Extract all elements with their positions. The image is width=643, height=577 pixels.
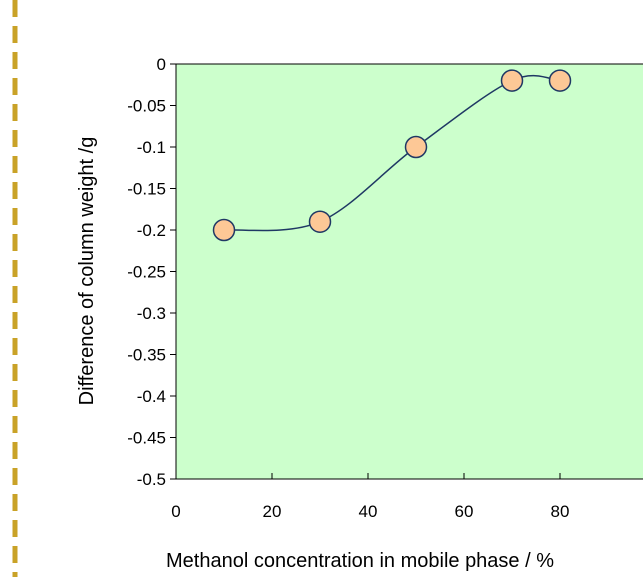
y-tick-label: -0.4 [137,387,166,406]
series-markers [212,69,572,242]
y-tick-label: -0.5 [137,470,166,489]
data-point [548,69,572,92]
y-axis-ticks: 0 -0.05 -0.1 -0.15 -0.2 -0.25 -0.3 -0.35 -0.4 -0.… [127,55,176,489]
data-point [212,218,236,242]
y-tick-label: 0 [157,55,166,74]
y-tick-label: -0.2 [137,221,166,240]
plot-area [175,63,643,480]
y-tick-label: -0.45 [127,429,166,448]
data-point [308,210,332,233]
y-tick-label: -0.1 [137,138,166,157]
x-tick-label: 0 [171,502,180,521]
x-tick-label: 80 [551,502,570,521]
x-axis-ticks: 0204060801 [171,473,570,521]
y-tick-label: -0.25 [127,263,166,282]
y-tick-label: -0.35 [127,346,166,365]
x-tick-label: 60 [455,502,474,521]
y-tick-label: -0.3 [137,304,166,323]
data-point [404,135,428,159]
x-axis-title: Methanol concentration in mobile phase /… [166,550,554,572]
y-tick-label: -0.15 [127,180,166,199]
y-tick-label: -0.05 [127,97,166,116]
y-axis-title: Difference of column weight /g [76,137,98,406]
x-tick-label: 20 [263,502,282,521]
data-point [500,69,524,92]
x-tick-label: 40 [359,502,378,521]
